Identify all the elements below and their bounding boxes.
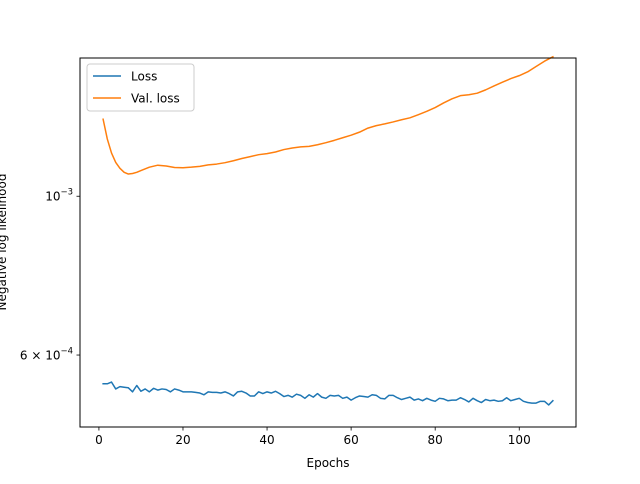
legend-loss-label: Loss	[131, 70, 157, 84]
x-axis-ticks: 0 20 40 60 80 100	[95, 427, 531, 447]
series-lines	[102, 55, 554, 406]
series-line-loss	[102, 381, 554, 406]
x-tick-label: 100	[508, 433, 531, 447]
y-tick-label: 10−3	[45, 188, 73, 204]
x-tick-label: 40	[259, 433, 274, 447]
legend: Loss Val. loss	[86, 63, 195, 112]
y-tick-label: 6 × 10−4	[20, 347, 73, 363]
x-tick-label: 0	[95, 433, 103, 447]
plot-frame	[79, 57, 577, 428]
x-tick-label: 80	[428, 433, 443, 447]
x-tick-label: 60	[343, 433, 358, 447]
legend-val-loss-label: Val. loss	[131, 92, 180, 106]
x-tick-label: 20	[175, 433, 190, 447]
y-axis-label: Negative log likelihood	[0, 174, 9, 311]
series-line-val-loss	[102, 55, 554, 175]
x-axis-label: Epochs	[307, 456, 350, 470]
y-axis-ticks: 10−3 6 × 10−4	[20, 188, 80, 363]
